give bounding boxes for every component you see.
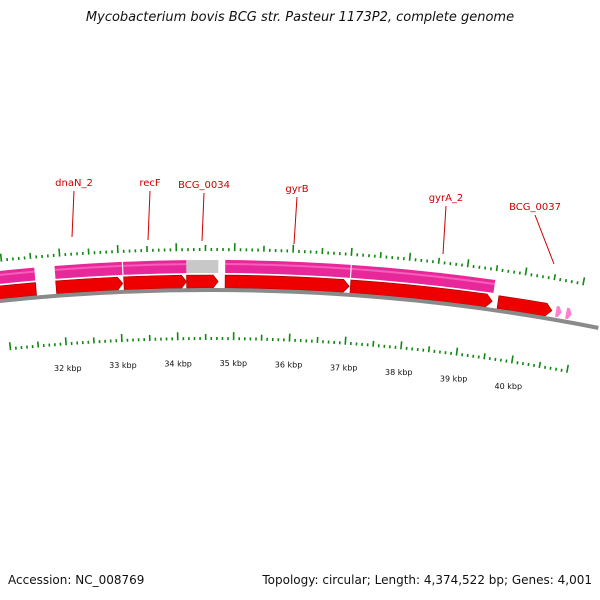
gene-label-leader — [71, 190, 75, 238]
gene-label[interactable]: BCG_0034 — [178, 180, 230, 191]
genome-backbone — [0, 288, 599, 330]
inner-tick — [549, 366, 552, 370]
gene-label-leader — [147, 190, 151, 241]
inner-tick — [36, 341, 40, 348]
kbp-scale-labels: 32 kbp 33 kbp 34 kbp 35 kbp 36 kbp 37 kbp 38 k… — [54, 359, 522, 391]
gene-label[interactable]: recF — [139, 178, 161, 189]
kbp-label: 34 kbp — [164, 359, 192, 368]
gene-feature-highlight — [54, 264, 123, 271]
outer-tick-ring — [0, 243, 586, 286]
inner-tick — [400, 341, 403, 350]
outer-tick — [466, 259, 470, 268]
outer-tick — [350, 247, 353, 256]
cds-feature[interactable] — [123, 274, 187, 291]
outer-tick — [0, 253, 3, 262]
inner-tick — [565, 364, 570, 373]
inner-tick — [560, 368, 563, 372]
gene-label-leader — [442, 205, 447, 255]
inner-tick — [455, 347, 459, 356]
kbp-label: 38 kbp — [385, 368, 413, 377]
inner-tick-ring — [8, 332, 570, 373]
gene-label[interactable]: BCG_0037 — [509, 202, 561, 213]
inner-tick — [538, 361, 542, 368]
gene-label-leader — [293, 196, 298, 245]
kbp-label: 37 kbp — [330, 364, 358, 373]
gene-track — [0, 260, 496, 293]
gene-feature[interactable] — [122, 260, 187, 275]
cds-feature[interactable] — [565, 307, 572, 320]
outer-tick — [524, 267, 528, 276]
gene-feature[interactable] — [0, 267, 36, 285]
outer-tick — [553, 274, 557, 281]
outer-tick — [29, 252, 32, 259]
gene-label-leader — [534, 214, 555, 265]
inner-tick — [554, 367, 558, 371]
gene-feature-highlight — [225, 263, 351, 270]
outer-tick — [570, 280, 573, 284]
gene-feature[interactable] — [186, 260, 219, 274]
outer-tick — [559, 278, 562, 282]
outer-tick — [582, 277, 586, 286]
inner-tick — [344, 336, 347, 345]
inner-tick — [510, 355, 514, 364]
outer-tick — [564, 279, 568, 283]
gene-label-leader — [201, 192, 205, 242]
gene-feature[interactable] — [54, 261, 123, 279]
inner-tick — [543, 365, 547, 369]
gene-feature-highlight — [351, 267, 495, 285]
gene-feature-highlight — [123, 263, 187, 267]
kbp-label: 33 kbp — [109, 361, 137, 370]
inner-tick — [64, 337, 67, 346]
cds-feature[interactable] — [554, 305, 562, 318]
inner-tick — [427, 346, 431, 353]
cds-track — [0, 274, 572, 320]
cds-feature[interactable] — [186, 274, 219, 289]
outer-tick — [408, 252, 412, 261]
gene-labels: dnaN_2 recF BCG_0034 gyrB gyrA_2 BCG_0037 — [55, 178, 561, 265]
gene-feature-highlight — [0, 270, 35, 276]
outer-tick — [576, 281, 579, 285]
kbp-label: 40 kbp — [495, 382, 523, 391]
kbp-label: 36 kbp — [275, 361, 303, 370]
gene-label[interactable]: dnaN_2 — [55, 178, 93, 189]
outer-tick — [495, 265, 499, 272]
genome-summary-text: Topology: circular; Length: 4,374,522 bp… — [262, 573, 592, 587]
kbp-label: 39 kbp — [440, 374, 468, 383]
outer-tick — [58, 248, 61, 257]
outer-tick — [437, 257, 441, 264]
genome-title: Mycobacterium bovis BCG str. Pasteur 117… — [85, 10, 515, 25]
kbp-label: 32 kbp — [54, 364, 82, 373]
accession-text: Accession: NC_008769 — [8, 573, 145, 587]
inner-tick — [8, 342, 12, 351]
inner-tick — [483, 353, 486, 360]
gene-label[interactable]: gyrB — [285, 184, 308, 195]
gene-label[interactable]: gyrA_2 — [429, 193, 464, 204]
kbp-label: 35 kbp — [220, 359, 248, 368]
